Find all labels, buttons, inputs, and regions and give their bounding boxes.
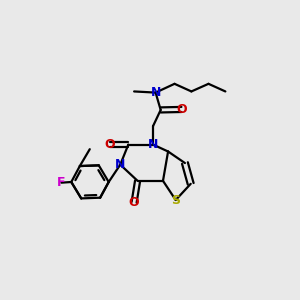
Text: F: F	[57, 176, 66, 189]
Text: N: N	[148, 138, 158, 151]
Text: S: S	[171, 194, 180, 206]
Text: N: N	[115, 158, 125, 171]
Text: O: O	[129, 196, 140, 209]
Text: N: N	[150, 86, 161, 99]
Text: O: O	[104, 138, 115, 151]
Text: O: O	[176, 103, 187, 116]
